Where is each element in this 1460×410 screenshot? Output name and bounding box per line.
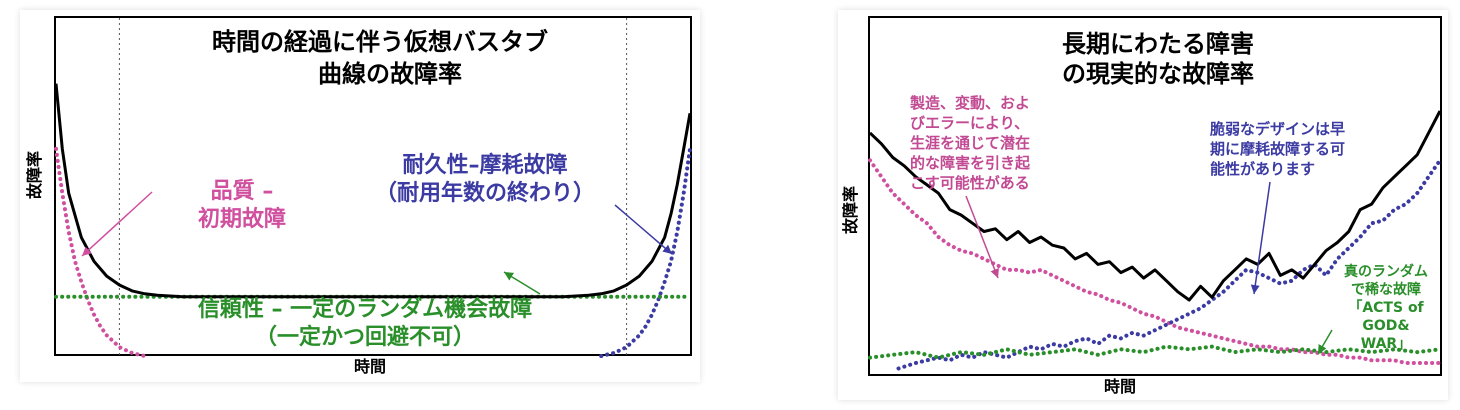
svg-text:製造、変動、およ: 製造、変動、およ <box>909 94 1030 112</box>
quality-series-line <box>868 158 1442 365</box>
y-axis-label: 故障率 <box>841 186 860 234</box>
quality-series-line <box>54 146 147 358</box>
total-series-line <box>54 83 692 299</box>
svg-text:脆弱なデザインは早: 脆弱なデザインは早 <box>1210 120 1345 138</box>
random-arrow <box>503 271 541 295</box>
svg-text:生涯を通じて潜在: 生涯を通じて潜在 <box>910 134 1030 152</box>
bathtub-plot-frame <box>54 16 692 356</box>
svg-text:びエラーにより、: びエラーにより、 <box>910 114 1029 132</box>
svg-text:能性があります: 能性があります <box>1210 160 1315 178</box>
quality-arrow <box>965 195 999 279</box>
quality-annotation-line-1: 品質 – <box>211 179 274 204</box>
chart-title-line-1: 時間の経過に伴う仮想バスタブ <box>212 28 548 56</box>
x-axis-label: 時間 <box>1104 377 1136 396</box>
y-axis-label: 故障率 <box>25 151 44 199</box>
svg-text:で稀な故障: で稀な故障 <box>1351 281 1421 298</box>
wearout-annotation-line-1: 耐久性–摩耗故障 <box>402 152 567 178</box>
svg-text:期に摩耗故障する可: 期に摩耗故障する可 <box>1210 140 1345 158</box>
realistic-chart-panel: 長期にわたる障害 の現実的な故障率 故障率 時間 製造、変動、およ びエラーによ… <box>838 10 1448 400</box>
svg-text:GOD&: GOD& <box>1362 318 1409 334</box>
svg-text:的な障害を引き起: 的な障害を引き起 <box>910 154 1031 172</box>
bathtub-chart: 時間の経過に伴う仮想バスタブ 曲線の故障率 故障率 時間 品質 – 初期故障 耐… <box>25 18 692 376</box>
quality-annotation: 製造、変動、およ びエラーにより、 生涯を通じて潜在 的な障害を引き起 こす可能… <box>909 94 1031 192</box>
random-annotation: 真のランダム で稀な故障 「ACTS of GOD& WAR」 <box>1344 263 1428 352</box>
wearout-arrow <box>1250 181 1271 295</box>
bathtub-chart-panel: 時間の経過に伴う仮想バスタブ 曲線の故障率 故障率 時間 品質 – 初期故障 耐… <box>20 10 700 382</box>
quality-annotation-line-2: 初期故障 <box>198 206 286 232</box>
random-arrow <box>1317 329 1333 355</box>
wearout-arrow <box>614 204 673 255</box>
chart-title-line-2: 曲線の故障率 <box>318 60 462 88</box>
random-annotation-line-1: 信頼性 – 一定のランダム機会故障 <box>198 296 532 322</box>
realistic-chart: 長期にわたる障害 の現実的な故障率 故障率 時間 製造、変動、およ びエラーによ… <box>841 30 1442 396</box>
chart-title-line-2: の現実的な故障率 <box>1062 60 1254 88</box>
realistic-plot-frame <box>868 16 1442 376</box>
wearout-series-line <box>599 146 692 358</box>
chart-title-line-1: 長期にわたる障害 <box>1062 30 1254 58</box>
wearout-annotation-line-2: （耐用年数の終わり） <box>375 180 595 206</box>
quality-arrow <box>81 191 153 257</box>
random-annotation-line-2: （一定かつ回避不可） <box>255 324 475 350</box>
wearout-series-line <box>896 158 1442 371</box>
svg-text:WAR」: WAR」 <box>1361 336 1411 352</box>
svg-text:こす可能性がある: こす可能性がある <box>910 174 1030 192</box>
random-series-line <box>868 344 1442 360</box>
svg-text:「ACTS of: 「ACTS of <box>1348 299 1424 316</box>
x-axis-label: 時間 <box>354 357 386 376</box>
wearout-annotation: 脆弱なデザインは早 期に摩耗故障する可 能性があります <box>1210 120 1345 178</box>
svg-text:真のランダム: 真のランダム <box>1344 263 1428 280</box>
total-series-line <box>868 110 1442 302</box>
